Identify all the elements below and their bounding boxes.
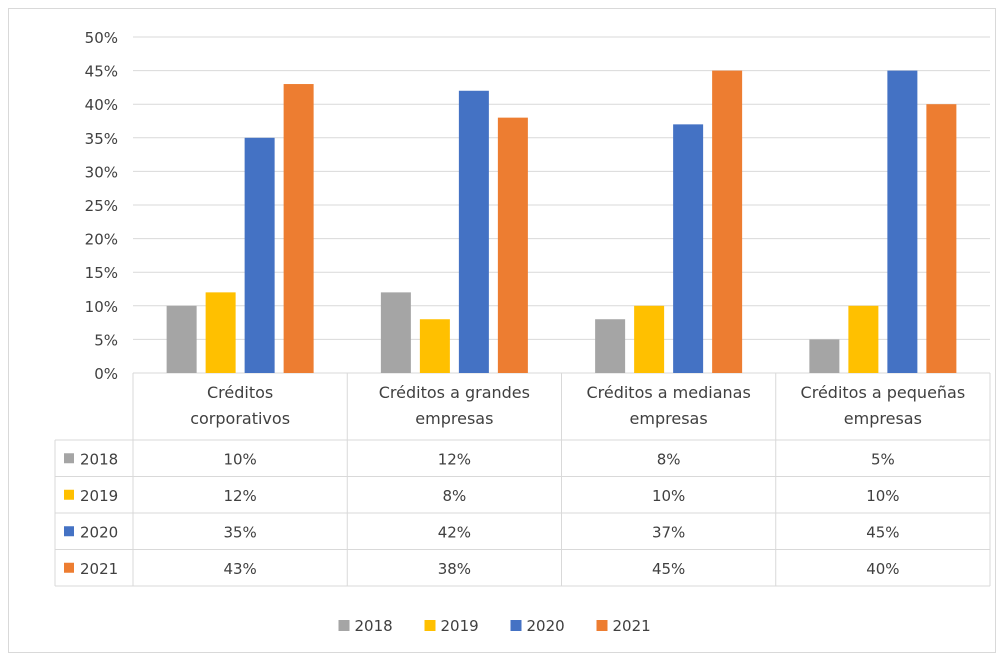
category-label: Créditos a pequeñas bbox=[801, 383, 966, 402]
category-label: corporativos bbox=[190, 409, 290, 428]
table-legend-key bbox=[64, 489, 74, 500]
table-cell-value: 45% bbox=[652, 560, 685, 578]
y-tick-label: 20% bbox=[85, 231, 118, 249]
table-cell-value: 45% bbox=[866, 523, 899, 541]
bar-2020 bbox=[887, 70, 918, 373]
legend-label-2020: 2020 bbox=[527, 617, 565, 635]
y-axis-ticks: 0% 5% 10% 15% 20% 25% 30% 35% 40% 45% 50% bbox=[85, 29, 118, 383]
table-series-label: 2021 bbox=[80, 560, 118, 578]
table-legend-key bbox=[64, 453, 74, 464]
legend-key-2018 bbox=[338, 620, 350, 631]
bar-2018 bbox=[380, 292, 411, 373]
y-tick-label: 10% bbox=[85, 298, 118, 316]
y-tick-label: 40% bbox=[85, 96, 118, 114]
y-tick-label: 45% bbox=[85, 63, 118, 81]
category-label: Créditos a grandes bbox=[379, 383, 530, 402]
bar-2021 bbox=[283, 84, 314, 373]
table-series-label: 2020 bbox=[80, 523, 118, 541]
legend-label-2018: 2018 bbox=[355, 617, 393, 635]
table-cell-value: 10% bbox=[652, 487, 685, 505]
category-label: empresas bbox=[630, 409, 708, 428]
table-series-label: 2018 bbox=[80, 450, 118, 468]
bar-2019 bbox=[848, 305, 879, 373]
legend-label-2019: 2019 bbox=[441, 617, 479, 635]
table-cell-value: 5% bbox=[871, 450, 895, 468]
legend-key-2019 bbox=[424, 620, 436, 631]
category-label: empresas bbox=[844, 409, 922, 428]
legend-key-2021 bbox=[596, 620, 608, 631]
table-cell-value: 8% bbox=[442, 487, 466, 505]
bar-2021 bbox=[497, 117, 528, 373]
y-tick-label: 25% bbox=[85, 197, 118, 215]
table-cell-value: 37% bbox=[652, 523, 685, 541]
table-cell-value: 42% bbox=[438, 523, 471, 541]
bar-2018 bbox=[595, 319, 626, 373]
table-cell-value: 40% bbox=[866, 560, 899, 578]
y-tick-label: 50% bbox=[85, 29, 118, 47]
bar-2018 bbox=[809, 339, 840, 373]
bar-2020 bbox=[673, 124, 704, 373]
bar-2020 bbox=[244, 137, 275, 373]
legend-key-2020 bbox=[510, 620, 522, 631]
y-tick-label: 35% bbox=[85, 130, 118, 148]
gridlines bbox=[133, 36, 990, 374]
table-cell-value: 12% bbox=[223, 487, 256, 505]
table-cell-value: 35% bbox=[223, 523, 256, 541]
bar-2020 bbox=[458, 90, 489, 373]
bar-2021 bbox=[712, 70, 743, 373]
table-cell-value: 12% bbox=[438, 450, 471, 468]
table-legend-key bbox=[64, 562, 74, 573]
bar-2021 bbox=[926, 104, 957, 373]
chart-frame bbox=[8, 8, 996, 653]
bars bbox=[166, 70, 957, 373]
bar-2019 bbox=[634, 305, 665, 373]
category-label: Créditos a medianas bbox=[586, 383, 750, 402]
table-cell-value: 10% bbox=[866, 487, 899, 505]
table-cell-value: 43% bbox=[223, 560, 256, 578]
y-tick-label: 5% bbox=[94, 331, 118, 349]
bar-2019 bbox=[419, 319, 450, 373]
legend-label-2021: 2021 bbox=[613, 617, 651, 635]
table-cell-value: 38% bbox=[438, 560, 471, 578]
y-tick-label: 0% bbox=[94, 365, 118, 383]
bar-2019 bbox=[205, 292, 236, 373]
table-legend-key bbox=[64, 526, 74, 537]
table-cell-value: 10% bbox=[223, 450, 256, 468]
category-label: empresas bbox=[415, 409, 493, 428]
table-cell-value: 8% bbox=[657, 450, 681, 468]
data-table: Créditos corporativos Créditos a grandes em… bbox=[54, 373, 991, 587]
y-tick-label: 30% bbox=[85, 163, 118, 181]
bar-2018 bbox=[166, 305, 197, 373]
legend: 2018 2019 2020 2021 bbox=[338, 617, 651, 635]
category-label: Créditos bbox=[207, 383, 273, 402]
y-tick-label: 15% bbox=[85, 264, 118, 282]
table-series-label: 2019 bbox=[80, 487, 118, 505]
